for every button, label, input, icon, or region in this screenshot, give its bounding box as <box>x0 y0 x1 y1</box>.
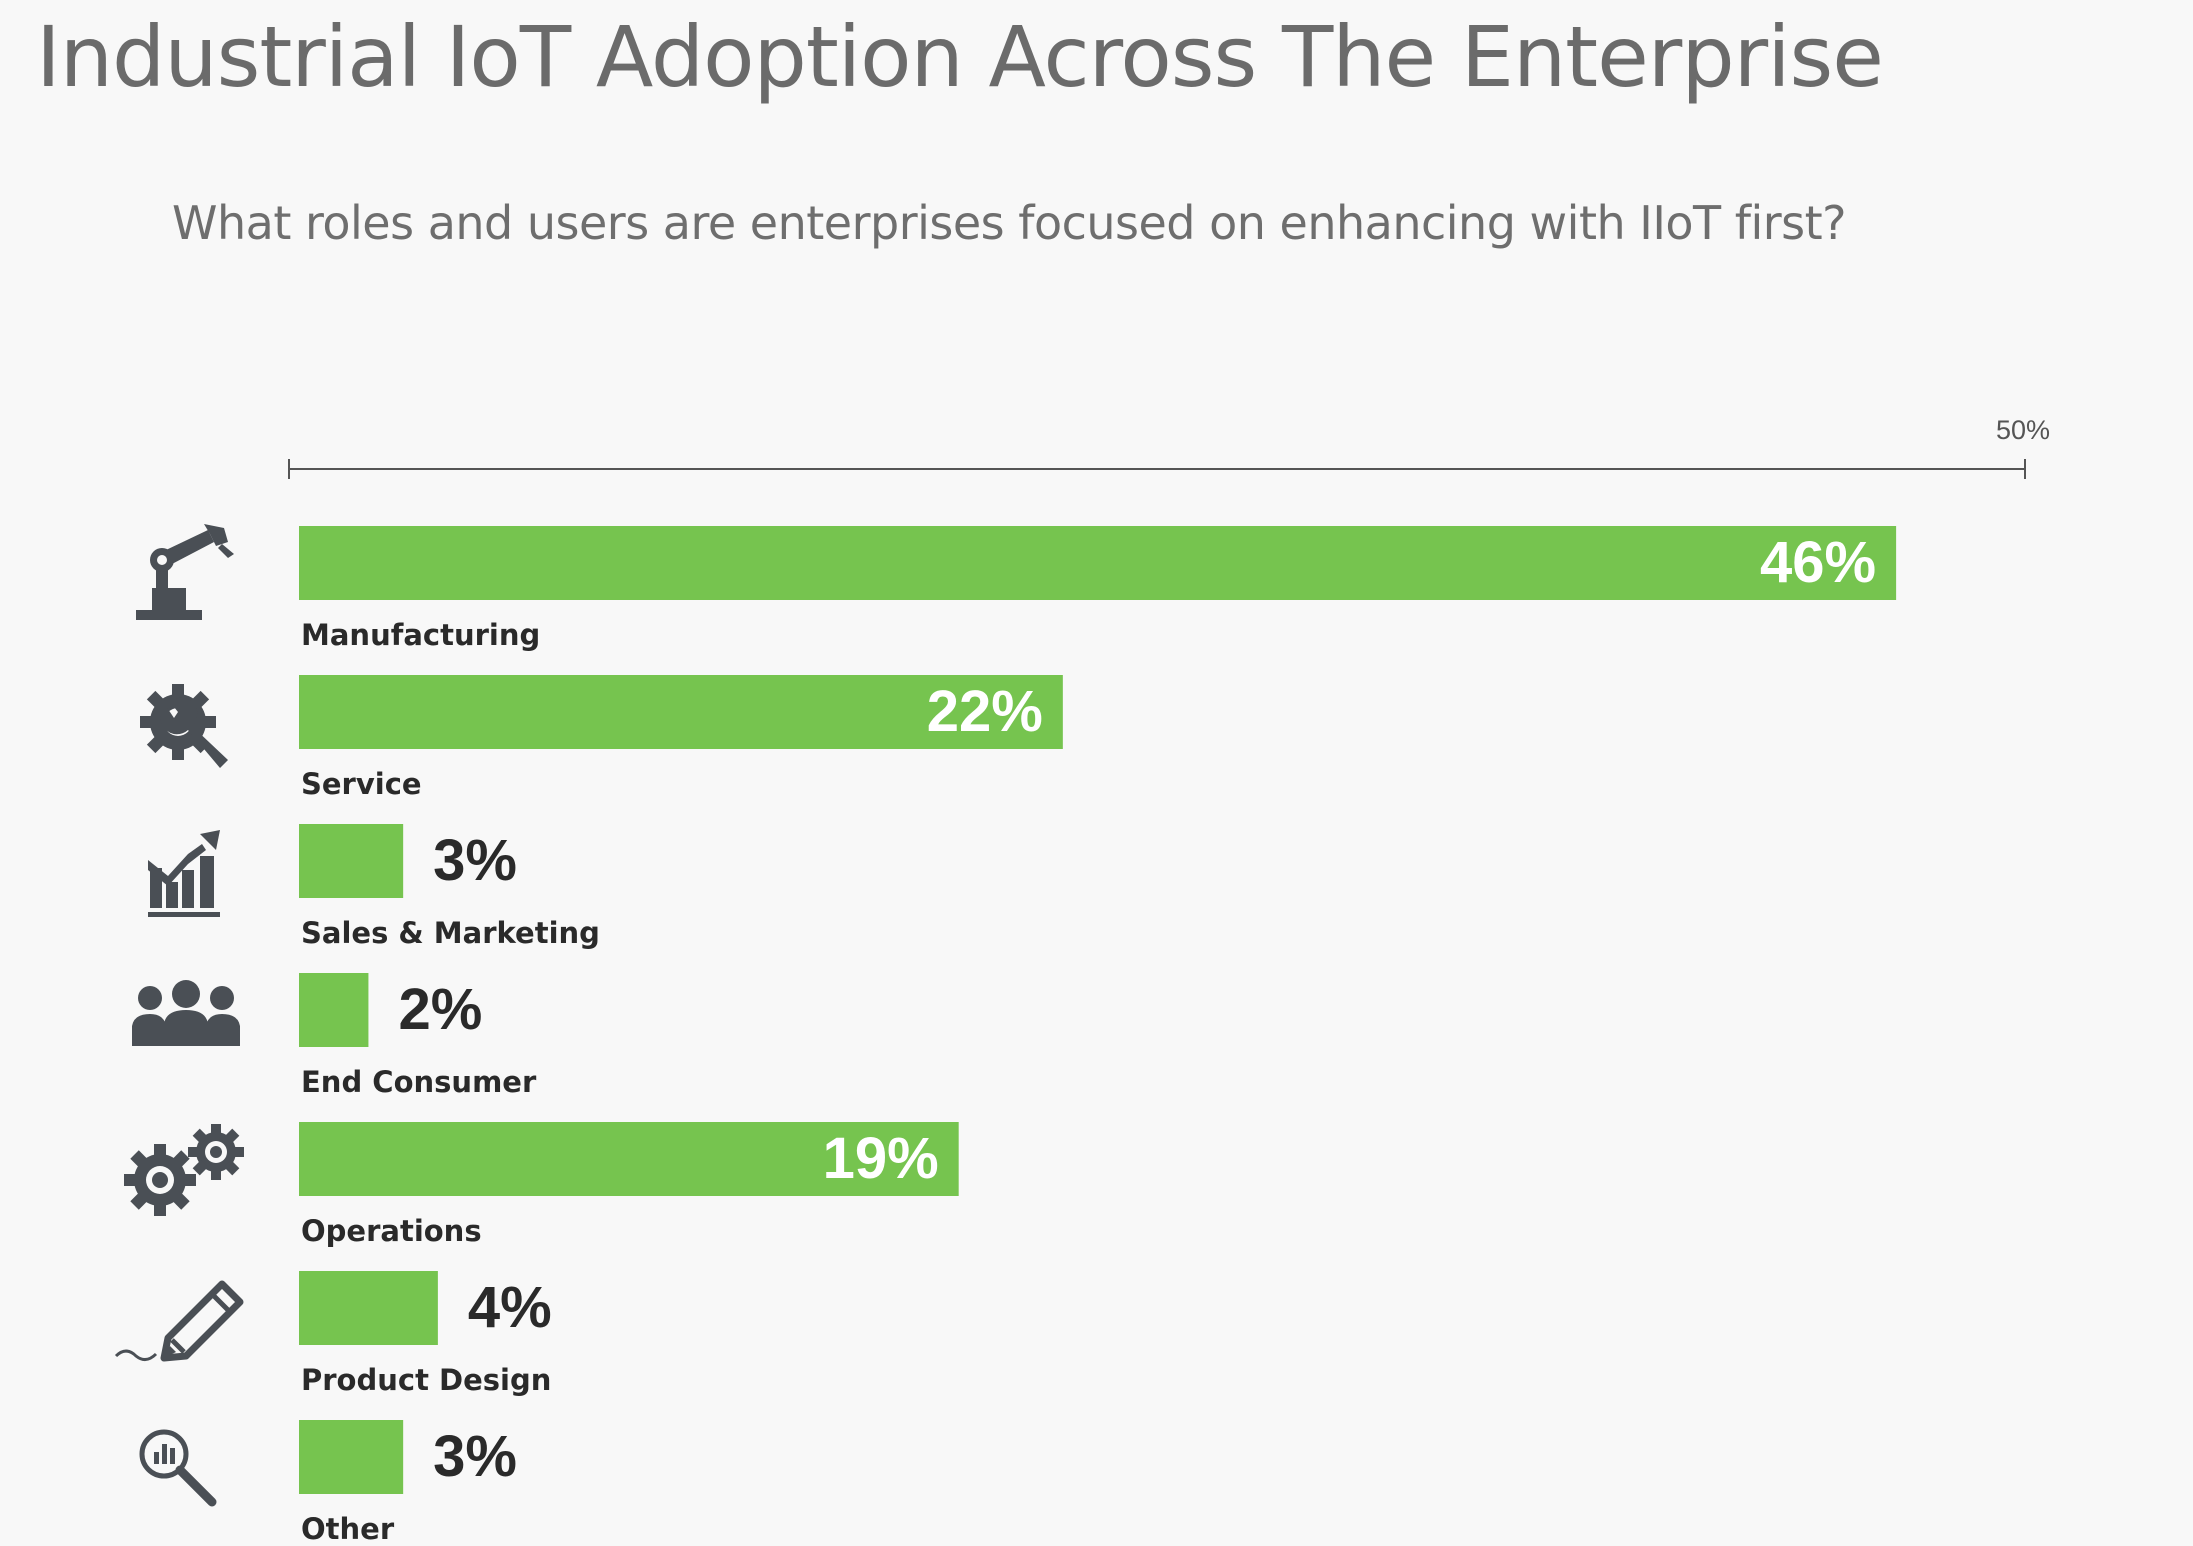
bars-group <box>299 526 1897 1494</box>
value-label: 2% <box>398 977 483 1042</box>
category-label: Other <box>301 1512 395 1546</box>
gear-wrench-icon <box>140 684 228 768</box>
bar-other <box>299 1420 404 1494</box>
value-label: 22% <box>926 679 1043 744</box>
gears-icon <box>124 1124 244 1216</box>
growth-chart-icon <box>148 830 220 917</box>
value-label: 3% <box>433 1424 517 1489</box>
value-label: 46% <box>1760 530 1877 595</box>
bar-end-consumer <box>299 973 369 1047</box>
bar-service <box>299 675 1063 749</box>
bar-product-design <box>299 1271 438 1345</box>
category-label: End Consumer <box>301 1065 537 1099</box>
bar-operations <box>299 1122 959 1196</box>
bar-manufacturing <box>299 526 1897 600</box>
x-axis <box>288 459 2026 479</box>
category-label: Service <box>301 767 422 801</box>
value-label: 19% <box>822 1126 939 1191</box>
category-label: Manufacturing <box>301 618 541 652</box>
chart-subtitle: What roles and users are enterprises foc… <box>172 196 1847 250</box>
people-icon <box>132 980 240 1046</box>
magnifier-chart-icon <box>139 1429 217 1507</box>
robot-arm-icon <box>136 524 234 620</box>
category-label: Product Design <box>301 1363 552 1397</box>
category-label: Sales & Marketing <box>301 916 600 950</box>
axis-max-label: 50% <box>1996 415 2051 445</box>
value-label: 4% <box>467 1275 552 1340</box>
chart-title: Industrial IoT Adoption Across The Enter… <box>36 8 1884 106</box>
bar-sales-marketing <box>299 824 404 898</box>
pencil-icon <box>114 1280 244 1362</box>
value-label: 3% <box>433 828 517 893</box>
category-label: Operations <box>301 1214 482 1248</box>
